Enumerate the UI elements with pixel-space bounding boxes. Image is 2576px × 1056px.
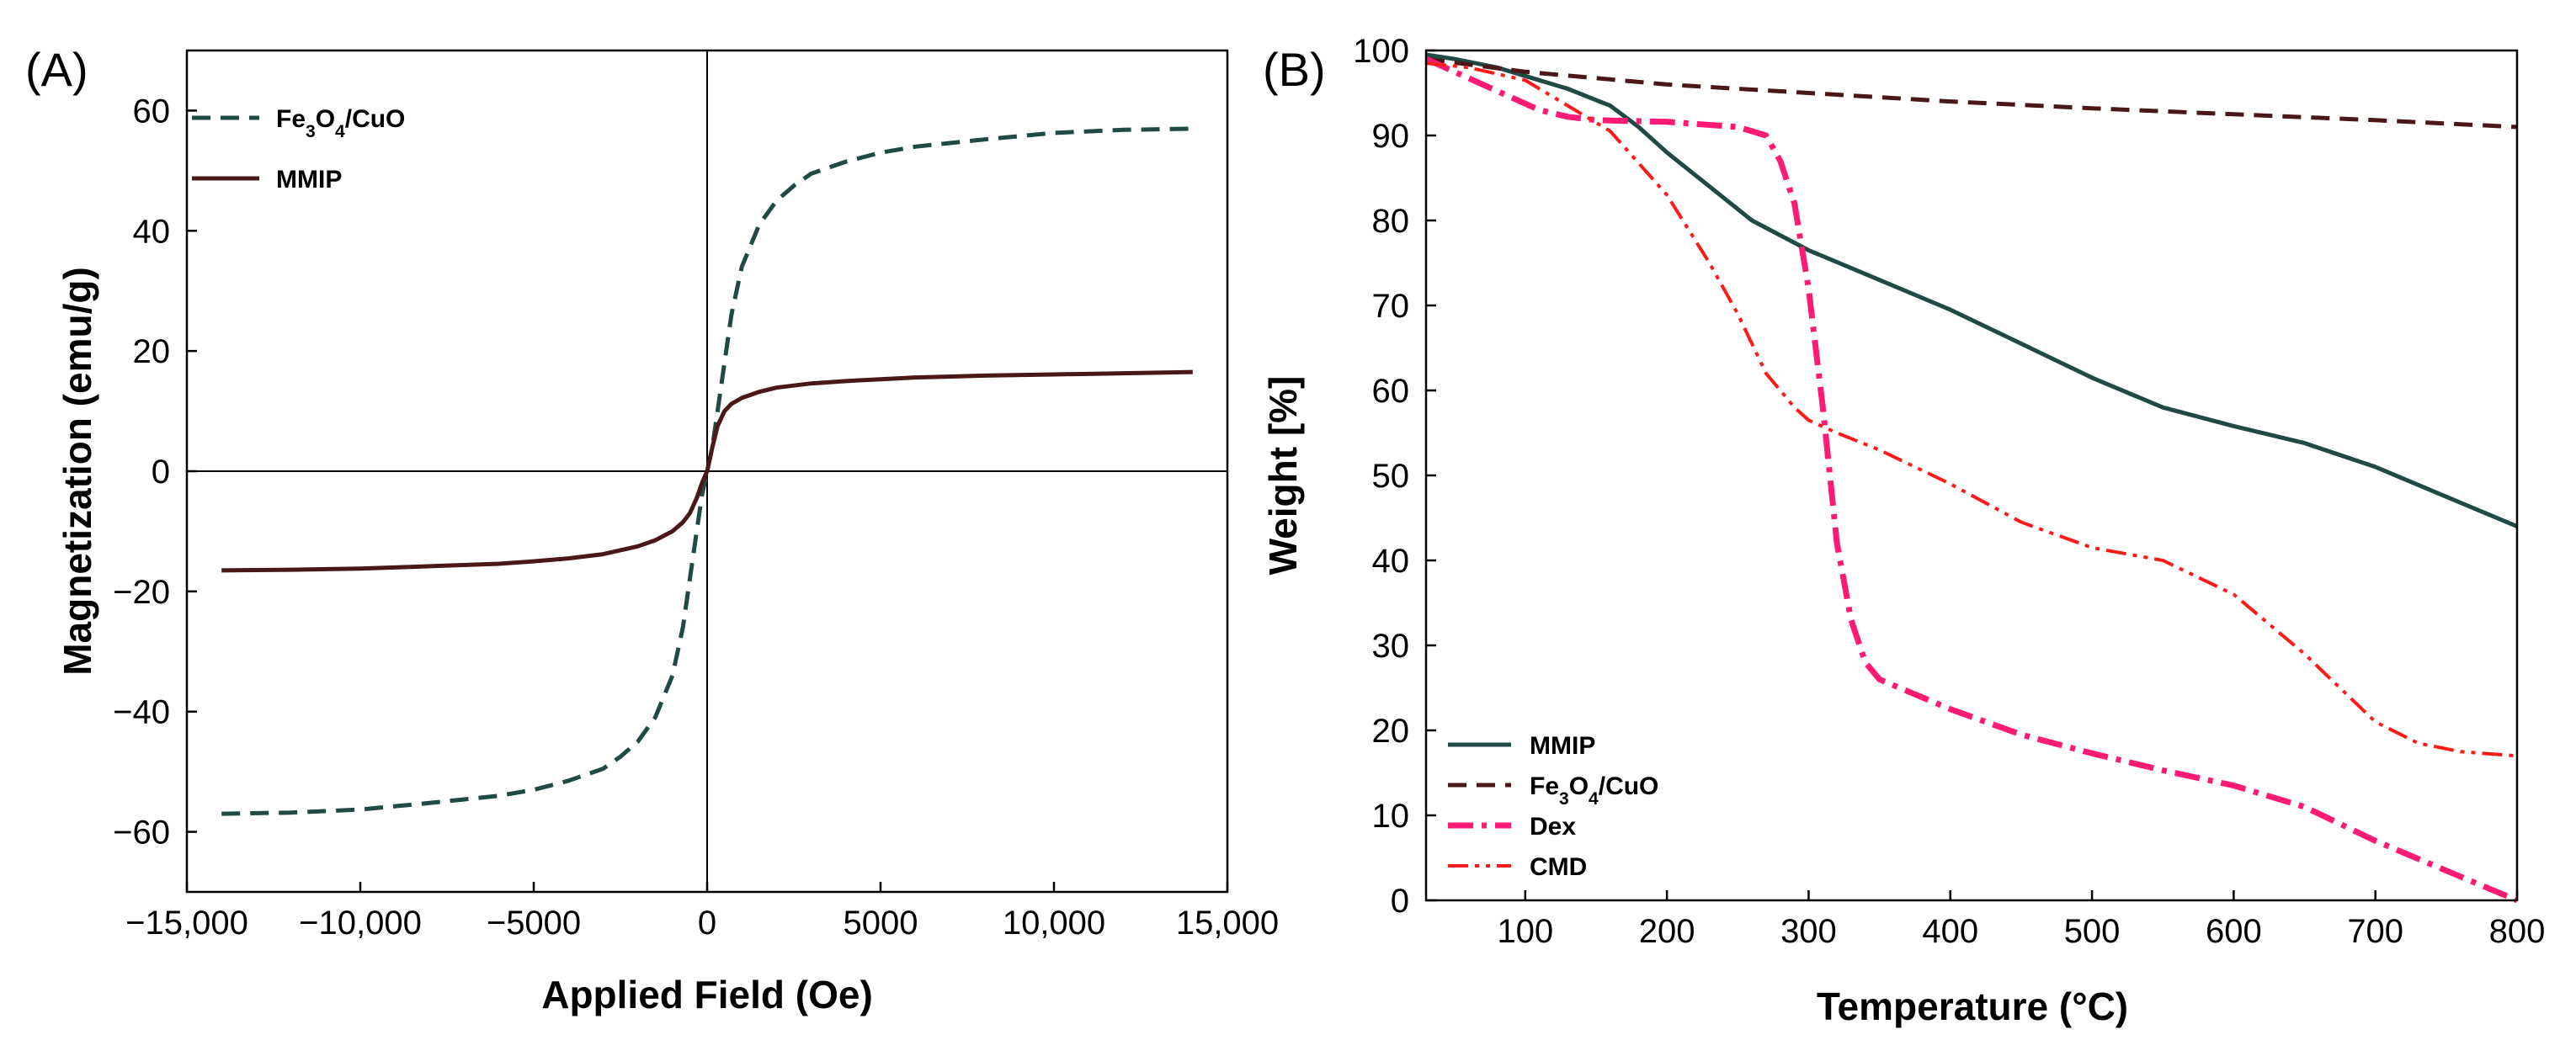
x-tick-label: 600 xyxy=(2206,913,2262,950)
legend-item-cmd: CMD xyxy=(1448,853,1587,881)
y-tick-label: −20 xyxy=(113,574,170,611)
legend-item-mmip: MMIP xyxy=(1448,732,1595,760)
x-tick-label: 15,000 xyxy=(1176,905,1279,942)
panel-b: (B) 100 200 300 400 500 600 700 800 0 10 20 30 40 50… xyxy=(1261,33,2545,1028)
y-tick-label: 0 xyxy=(152,454,170,491)
panel-b-y-axis-title: Weight [%] xyxy=(1261,376,1305,576)
panel-a-series xyxy=(221,126,1193,816)
x-tick-label: 300 xyxy=(1780,913,1837,950)
panel-a-x-axis-title: Applied Field (Oe) xyxy=(541,973,873,1016)
x-tick-label: 100 xyxy=(1497,913,1553,950)
x-tick-label: −5000 xyxy=(487,905,581,942)
series-line-fe3o4-cuo xyxy=(221,126,1193,816)
panel-b-y-ticks: 0 10 20 30 40 50 60 70 80 90 100 xyxy=(1353,33,1436,920)
series-line-dex xyxy=(1424,56,2519,904)
legend-item-fe3o4-cuo: Fe3O4/CuO xyxy=(192,105,405,141)
y-tick-label: 60 xyxy=(1372,373,1410,410)
y-tick-label: 40 xyxy=(1372,543,1410,580)
y-tick-label: 40 xyxy=(133,213,171,250)
x-tick-label: −15,000 xyxy=(125,905,248,942)
panel-b-series xyxy=(1424,52,2519,904)
x-tick-label: 10,000 xyxy=(1003,905,1105,942)
legend-label: Fe3O4/CuO xyxy=(276,105,405,141)
y-tick-label: 20 xyxy=(1372,713,1410,750)
x-tick-label: 200 xyxy=(1639,913,1695,950)
panel-a-label: (A) xyxy=(25,43,88,96)
y-tick-label: 0 xyxy=(1391,883,1409,920)
legend-label: Dex xyxy=(1530,813,1576,841)
panel-b-plot-frame xyxy=(1424,49,2519,902)
panel-a: (A) −15,000 −10,000 −5000 0 5000 10,000 15,000… xyxy=(25,43,1279,1016)
panel-b-x-axis-title: Temperature (°C) xyxy=(1817,984,2128,1028)
y-tick-label: 10 xyxy=(1372,798,1410,835)
legend-item-dex: Dex xyxy=(1448,813,1576,841)
x-tick-label: 400 xyxy=(1922,913,1978,950)
series-line-mmip xyxy=(221,369,1193,573)
series-line-fe3o4-cuo xyxy=(1425,56,2518,130)
x-tick-label: 5000 xyxy=(844,905,918,942)
y-tick-label: 30 xyxy=(1372,628,1410,665)
x-tick-label: 500 xyxy=(2064,913,2121,950)
legend-label: Fe3O4/CuO xyxy=(1530,772,1658,809)
y-tick-label: −40 xyxy=(113,694,170,731)
legend-label: MMIP xyxy=(276,166,342,194)
panel-a-x-ticks: −15,000 −10,000 −5000 0 5000 10,000 15,000 xyxy=(125,882,1279,942)
legend-item-fe3o4-cuo: Fe3O4/CuO xyxy=(1448,772,1658,809)
legend-item-mmip: MMIP xyxy=(192,166,342,194)
panel-a-legend: Fe3O4/CuO MMIP xyxy=(192,105,405,194)
legend-label: MMIP xyxy=(1530,732,1595,760)
y-tick-label: 80 xyxy=(1372,203,1410,240)
panel-b-legend: MMIP Fe3O4/CuO Dex CMD xyxy=(1448,732,1658,881)
series-line-mmip xyxy=(1425,52,2518,528)
panel-b-x-ticks: 100 200 300 400 500 600 700 800 xyxy=(1497,890,2545,950)
y-tick-label: 70 xyxy=(1372,288,1410,325)
y-tick-label: 50 xyxy=(1372,458,1410,495)
y-tick-label: 100 xyxy=(1353,33,1409,70)
y-tick-label: −60 xyxy=(113,815,170,852)
panel-a-y-ticks: −60 −40 −20 0 20 40 60 xyxy=(113,93,197,852)
y-tick-label: 20 xyxy=(133,333,171,370)
y-tick-label: 90 xyxy=(1372,118,1410,155)
series-line-cmd xyxy=(1425,61,2518,758)
panel-a-y-axis-title: Magnetization (emu/g) xyxy=(56,267,99,676)
x-tick-label: −10,000 xyxy=(299,905,422,942)
legend-label: CMD xyxy=(1530,853,1587,881)
y-tick-label: 60 xyxy=(133,93,171,130)
panel-b-label: (B) xyxy=(1263,43,1326,96)
x-tick-label: 0 xyxy=(698,905,716,942)
x-tick-label: 800 xyxy=(2489,913,2546,950)
x-tick-label: 700 xyxy=(2347,913,2403,950)
